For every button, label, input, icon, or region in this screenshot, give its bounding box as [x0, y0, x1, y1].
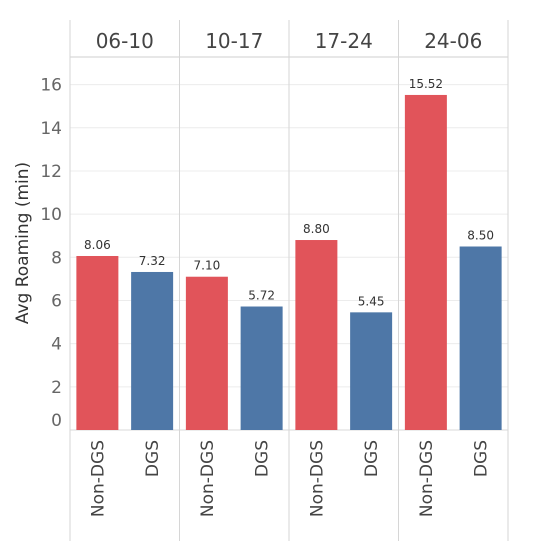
panel-headers: 06-10 10-17 17-24 24-06	[96, 29, 483, 53]
category-label: Non-DGS	[198, 440, 218, 517]
bar	[459, 246, 502, 430]
data-label: 15.52	[409, 77, 443, 91]
bar	[185, 276, 228, 430]
bars: 8.06 7.32 7.10 5.72 8.80 5.45 15.52 8.50	[76, 77, 502, 430]
category-label: Non-DGS	[307, 440, 327, 517]
data-label: 7.32	[139, 254, 166, 268]
data-label: 8.50	[467, 229, 494, 243]
data-label: 5.45	[358, 294, 385, 308]
y-tick-label: 4	[51, 335, 62, 355]
bar	[350, 312, 393, 430]
category-label: DGS	[362, 440, 382, 477]
data-label: 8.80	[303, 222, 330, 236]
y-tick-label: 6	[51, 291, 62, 311]
panel-header: 10-17	[205, 29, 263, 53]
data-label: 5.72	[248, 289, 275, 303]
bar	[240, 306, 283, 430]
category-label: Non-DGS	[88, 440, 108, 517]
category-label: DGS	[253, 440, 273, 477]
data-label: 8.06	[84, 238, 111, 252]
bar	[76, 255, 119, 430]
panel-header: 24-06	[424, 29, 482, 53]
y-axis-title: Avg Roaming (min)	[13, 162, 33, 324]
y-tick-label: 16	[40, 76, 62, 96]
category-label: DGS	[472, 440, 492, 477]
y-tick-label: 10	[40, 205, 62, 225]
y-tick-label: 2	[51, 378, 62, 398]
category-label: DGS	[143, 440, 163, 477]
data-label: 7.10	[194, 259, 221, 273]
category-label: Non-DGS	[417, 440, 437, 517]
bar	[404, 94, 447, 430]
bar	[131, 271, 174, 430]
y-tick-label: 12	[40, 162, 62, 182]
bar	[295, 240, 338, 430]
panel-header: 06-10	[96, 29, 154, 53]
y-axis: Avg Roaming (min) 0 2 4 6 8 10 12 14 16	[13, 76, 62, 431]
y-tick-label: 8	[51, 248, 62, 268]
panel-header: 17-24	[315, 29, 373, 53]
y-tick-label: 0	[51, 411, 62, 431]
category-labels: Non-DGS DGS Non-DGS DGS Non-DGS DGS Non-DGS DGS	[88, 440, 491, 517]
y-tick-label: 14	[40, 119, 62, 139]
